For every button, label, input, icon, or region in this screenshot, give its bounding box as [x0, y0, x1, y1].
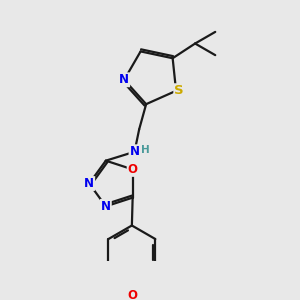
Text: N: N [130, 145, 140, 158]
Text: H: H [141, 145, 150, 155]
Text: O: O [128, 163, 138, 176]
Text: N: N [101, 200, 111, 213]
Text: N: N [84, 177, 94, 190]
Text: S: S [174, 84, 184, 97]
Text: O: O [127, 290, 137, 300]
Text: N: N [119, 73, 129, 86]
